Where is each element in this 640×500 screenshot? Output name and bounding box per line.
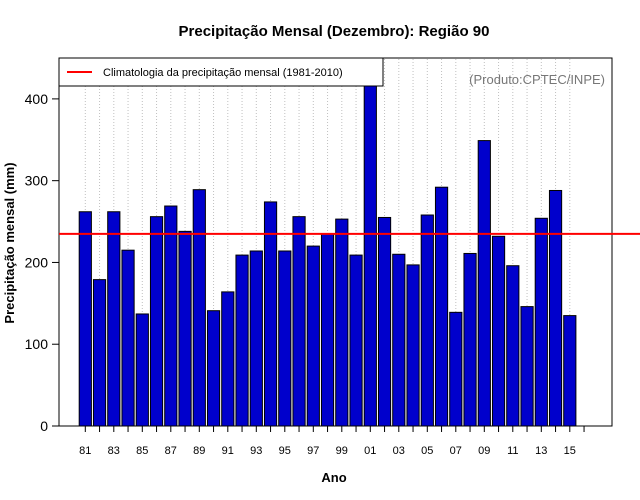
legend-box	[58, 57, 384, 87]
xtick-label-81: 81	[79, 445, 91, 457]
bar-90	[206, 310, 221, 427]
ytick-label-400: 400	[25, 91, 49, 107]
y-axis: 0 100 200 300 400	[25, 91, 59, 434]
xtick-label-97: 97	[307, 445, 319, 457]
source-label: (Produto:CPTEC/INPE)	[469, 72, 605, 87]
x-axis-label: Ano	[321, 470, 346, 485]
bar-85	[135, 313, 149, 427]
bar-96	[292, 216, 306, 427]
bar-04	[406, 264, 420, 427]
ytick-label-100: 100	[25, 336, 49, 352]
legend: Climatologia da precipitação mensal (198…	[58, 57, 384, 87]
bar-89	[192, 189, 206, 427]
bar-84	[121, 249, 135, 427]
bar-01	[363, 75, 377, 427]
bar-81	[78, 211, 92, 427]
chart-title: Precipitação Mensal (Dezembro): Região 9…	[179, 23, 490, 40]
bar-91	[221, 291, 235, 427]
bar-13	[534, 217, 548, 427]
bar-12	[520, 306, 534, 427]
bar-08	[463, 252, 477, 427]
bar-03	[392, 253, 406, 427]
bar-93	[249, 250, 263, 427]
bar-87	[164, 205, 178, 427]
bar-97	[306, 245, 320, 427]
bar-10	[491, 235, 506, 427]
y-axis-label: Precipitação mensal (mm)	[2, 162, 17, 323]
xtick-label-95: 95	[279, 445, 291, 457]
xtick-label-91: 91	[222, 445, 234, 457]
bar-88	[178, 230, 192, 427]
bar-07	[449, 311, 463, 427]
xtick-label-03: 03	[393, 445, 405, 457]
bar-98	[320, 233, 335, 427]
ytick-label-0: 0	[40, 418, 48, 434]
bar-92	[235, 254, 249, 427]
bars	[78, 75, 577, 427]
xtick-label-85: 85	[136, 445, 148, 457]
xtick-label-83: 83	[108, 445, 120, 457]
bar-82	[92, 279, 107, 427]
bar-02	[377, 216, 392, 427]
xtick-label-11: 11	[507, 445, 518, 457]
ytick-label-200: 200	[25, 254, 49, 270]
legend-label: Climatologia da precipitação mensal (198…	[103, 67, 343, 79]
bar-06	[434, 186, 449, 427]
xtick-label-07: 07	[450, 445, 462, 457]
xtick-label-01: 01	[364, 445, 376, 457]
xtick-label-93: 93	[250, 445, 262, 457]
xtick-label-09: 09	[478, 445, 490, 457]
xtick-label-99: 99	[336, 445, 348, 457]
x-axis: 81 83 85 87 89 91 93 95 97 99 01 03 05 07 09 11 13 15	[79, 426, 585, 457]
xtick-label-89: 89	[193, 445, 205, 457]
xtick-label-87: 87	[165, 445, 177, 457]
xtick-label-15: 15	[564, 445, 576, 457]
bar-83	[107, 211, 121, 427]
bar-11	[506, 265, 520, 427]
bar-94	[263, 201, 278, 427]
bar-99	[335, 218, 349, 427]
bar-86	[149, 216, 164, 427]
bar-15	[563, 315, 577, 427]
bar-14	[548, 189, 563, 427]
bar-95	[278, 250, 292, 427]
bar-05	[420, 214, 434, 427]
bar-09	[477, 140, 491, 427]
xtick-label-05: 05	[421, 445, 433, 457]
xtick-label-13: 13	[535, 445, 547, 457]
bar-00	[349, 254, 363, 427]
ytick-label-300: 300	[25, 173, 49, 189]
